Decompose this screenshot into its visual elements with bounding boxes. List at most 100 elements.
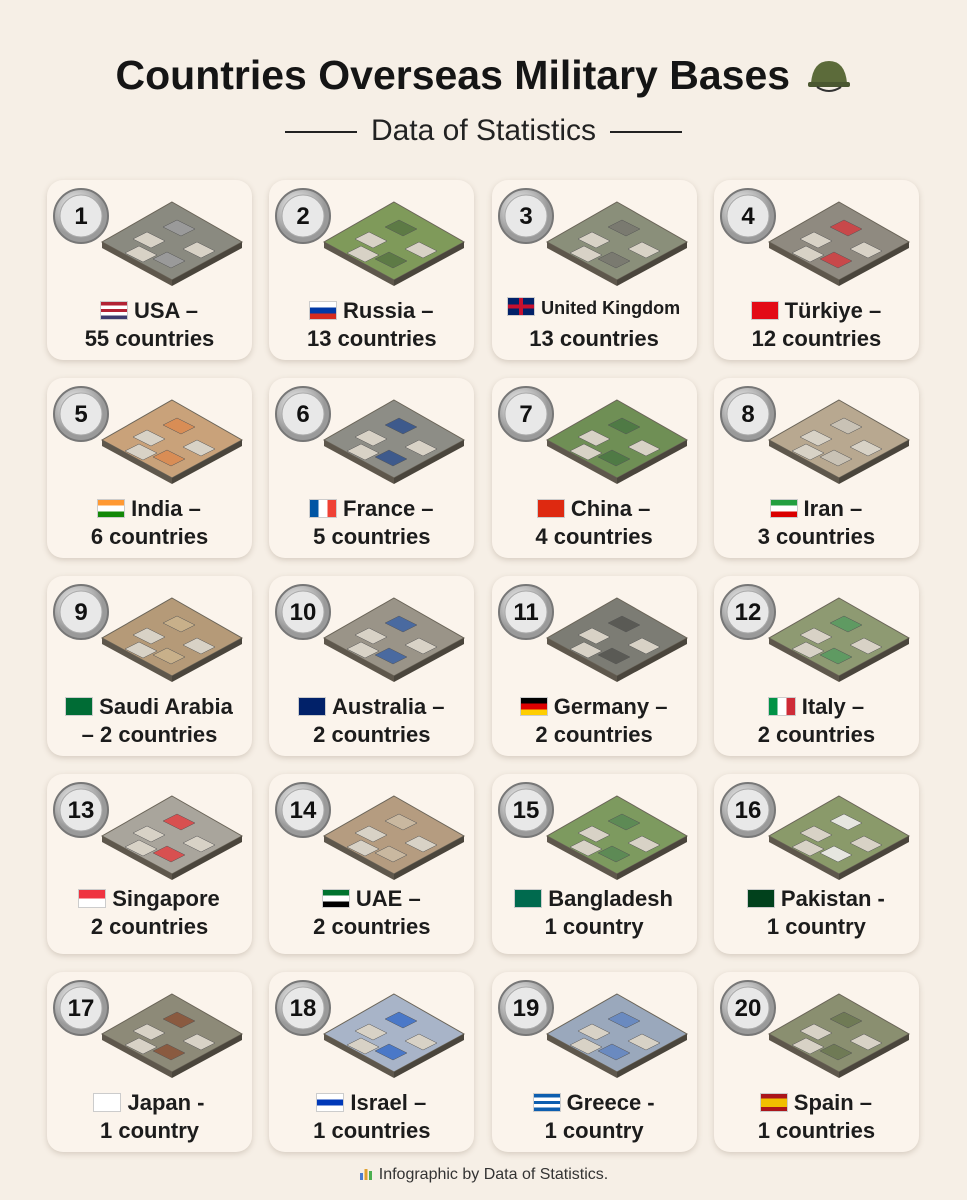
card: 19 Greece - 1 country: [491, 972, 697, 1152]
rank-number: 7: [519, 401, 532, 428]
base-illustration: 9: [53, 584, 244, 682]
base-illustration: 16: [719, 782, 910, 880]
base-illustration: 8: [719, 386, 910, 484]
footer-text: Infographic by Data of Statistics.: [378, 1166, 609, 1183]
card: 13 Singapore 2 countries: [47, 774, 252, 954]
rank-number: 10: [290, 599, 317, 626]
flag: [520, 698, 547, 715]
flag: [310, 302, 337, 319]
count-line: 13 countries: [306, 326, 437, 351]
flag: [768, 698, 795, 715]
count-line: 2 countries: [313, 722, 431, 747]
rank-number: 20: [735, 995, 762, 1022]
flag: [101, 302, 127, 319]
country-name: India –: [131, 496, 201, 521]
rank-number: 17: [68, 995, 95, 1022]
country-name: China –: [570, 496, 651, 521]
card: 11 Germany – 2 countries: [491, 576, 697, 756]
rank-number: 9: [74, 599, 87, 626]
title: Countries Overseas Military Bases: [0, 52, 967, 99]
country-name: Bangladesh: [548, 886, 673, 911]
flag: [770, 500, 797, 517]
card: 1 USA – 55 countries: [47, 180, 252, 360]
rank-number: 13: [68, 797, 95, 824]
country-line: Italy –: [714, 694, 919, 720]
country-name: France –: [343, 496, 434, 521]
country-line: India –: [47, 496, 252, 522]
flag: [98, 500, 125, 517]
country-line: Saudi Arabia: [47, 694, 252, 720]
card: 12 Italy – 2 countries: [713, 576, 919, 756]
country-line: UAE –: [269, 886, 474, 912]
flag: [760, 1094, 787, 1111]
count-line: 2 countries: [313, 914, 431, 939]
flag: [94, 1094, 121, 1111]
base-illustration: 19: [497, 980, 688, 1078]
base-illustration: 17: [53, 980, 244, 1078]
country-name: Pakistan -: [780, 886, 885, 911]
card: 4 Türkiye – 12 countries: [713, 180, 919, 360]
base-illustration: 13: [53, 782, 244, 880]
base-illustration: 18: [275, 980, 466, 1078]
flag: [533, 1094, 560, 1111]
flag: [66, 698, 93, 715]
footer-icon: [359, 1169, 372, 1180]
country-line: Russia –: [269, 298, 474, 324]
rank-number: 5: [74, 401, 87, 428]
country-name: Spain –: [793, 1090, 873, 1115]
rank-number: 15: [512, 797, 539, 824]
base-illustration: 11: [497, 584, 688, 682]
flag: [317, 1094, 344, 1111]
country-line: Türkiye –: [714, 298, 919, 324]
count-line: 2 countries: [535, 722, 653, 747]
country-name: Iran –: [803, 496, 863, 521]
flag: [79, 890, 106, 907]
country-name: Israel –: [350, 1090, 427, 1115]
rank-number: 12: [735, 599, 762, 626]
rank-number: 3: [519, 203, 532, 230]
count-line: 13 countries: [529, 326, 659, 351]
flag: [322, 890, 349, 907]
card: 10 Australia – 2 countries: [269, 576, 475, 756]
flag: [299, 698, 326, 715]
country-line: USA –: [47, 298, 252, 324]
rank-number: 6: [297, 401, 310, 428]
card: 20 Spain – 1 countries: [713, 972, 919, 1152]
rank-number: 2: [297, 203, 310, 230]
country-name: Germany –: [553, 694, 668, 719]
rank-number: 4: [741, 203, 755, 230]
flag: [508, 298, 535, 315]
country-name: Italy –: [801, 694, 865, 719]
rank-number: 19: [512, 995, 539, 1022]
country-line: France –: [269, 496, 474, 522]
country-name: USA –: [134, 298, 198, 323]
rank-number: 16: [735, 797, 762, 824]
country-name: Greece -: [566, 1090, 655, 1115]
country-name: Singapore: [112, 886, 220, 911]
count-line: – 2 countries: [81, 722, 218, 747]
count-line: 1 country: [544, 1118, 644, 1143]
count-line: 55 countries: [84, 326, 215, 351]
rank-number: 11: [513, 599, 538, 626]
country-line: Japan -: [47, 1090, 252, 1116]
rank-number: 14: [290, 797, 317, 824]
country-line: China –: [492, 496, 697, 522]
base-illustration: 7: [497, 386, 688, 484]
country-line: Germany –: [492, 694, 697, 720]
flag: [751, 302, 778, 319]
base-illustration: 15: [497, 782, 688, 880]
flag: [515, 890, 542, 907]
card: 16 Pakistan - 1 country: [713, 774, 919, 954]
card: 15 Bangladesh 1 country: [491, 774, 697, 954]
card: 17 Japan - 1 country: [47, 972, 252, 1152]
country-name: United Kingdom: [541, 298, 681, 318]
rank-number: 8: [741, 401, 754, 428]
base-illustration: 4: [719, 188, 910, 286]
base-illustration: 3: [497, 188, 688, 286]
rank-number: 18: [290, 995, 317, 1022]
base-illustration: 10: [275, 584, 466, 682]
base-illustration: 5: [53, 386, 244, 484]
card: 9 Saudi Arabia – 2 countries: [47, 576, 252, 756]
country-name: Russia –: [343, 298, 434, 323]
